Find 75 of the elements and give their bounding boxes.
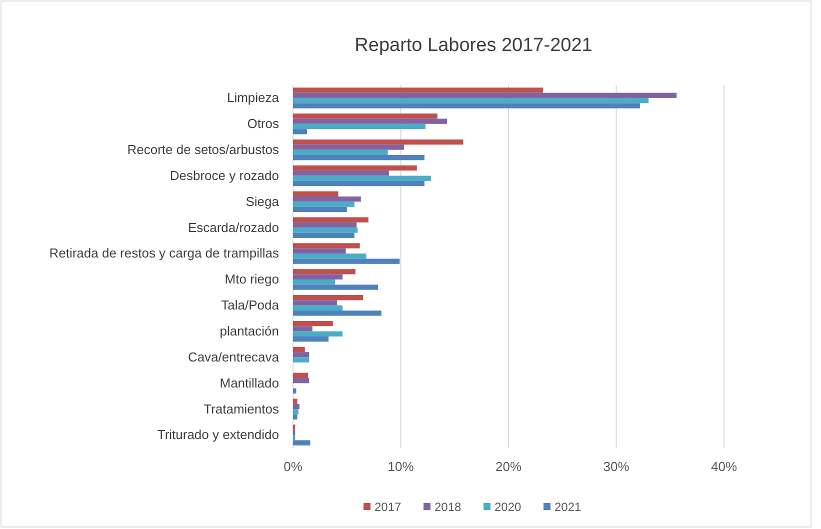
bar bbox=[293, 357, 310, 362]
bar bbox=[293, 295, 364, 300]
bar bbox=[293, 352, 310, 358]
bar bbox=[293, 284, 378, 290]
bar bbox=[293, 103, 640, 108]
bar bbox=[293, 388, 296, 394]
chart-title: Reparto Labores 2017-2021 bbox=[354, 35, 592, 56]
bar bbox=[293, 228, 358, 233]
y-tick-label: Limpieza bbox=[226, 90, 280, 106]
legend-label: 2018 bbox=[434, 500, 462, 514]
x-tick-label: 40% bbox=[710, 459, 738, 474]
bar bbox=[293, 129, 308, 134]
y-tick-label: Otros bbox=[247, 116, 280, 132]
bar bbox=[293, 258, 400, 264]
bar bbox=[293, 170, 389, 176]
y-tick-label: Mto riego bbox=[224, 272, 279, 287]
bar bbox=[293, 150, 388, 156]
bar bbox=[293, 139, 464, 145]
bar bbox=[293, 440, 310, 446]
bar bbox=[293, 409, 298, 414]
bar bbox=[293, 248, 346, 254]
bar bbox=[293, 404, 300, 410]
bar bbox=[293, 155, 424, 160]
bar bbox=[293, 300, 338, 306]
x-tick-label: 20% bbox=[495, 459, 522, 474]
legend-label: 2020 bbox=[494, 500, 522, 514]
bar bbox=[293, 144, 404, 150]
bar bbox=[293, 180, 424, 186]
bar bbox=[293, 206, 347, 212]
bar bbox=[293, 88, 543, 93]
bar bbox=[293, 92, 677, 98]
bar bbox=[293, 279, 336, 285]
bar bbox=[293, 320, 333, 326]
bar bbox=[293, 114, 438, 119]
bar bbox=[293, 274, 343, 280]
x-tick-label: 10% bbox=[388, 459, 414, 474]
bar bbox=[293, 310, 382, 316]
bar bbox=[293, 243, 360, 248]
y-tick-label: Escarda/rozado bbox=[188, 220, 279, 235]
bar bbox=[293, 378, 310, 384]
y-tick-label: plantación bbox=[220, 323, 279, 338]
bar bbox=[293, 165, 417, 171]
y-tick-label: Siega bbox=[246, 194, 280, 209]
bar bbox=[293, 202, 354, 207]
y-tick-label: Retirada de restos y carga de trampillas bbox=[49, 246, 280, 261]
bar bbox=[293, 372, 308, 378]
legend-label: 2021 bbox=[554, 500, 582, 514]
bar bbox=[293, 326, 312, 332]
y-tick-label: Desbroce y rozado bbox=[170, 168, 279, 183]
bar bbox=[293, 305, 343, 311]
bar bbox=[293, 196, 361, 202]
bar bbox=[293, 398, 298, 404]
bar bbox=[293, 269, 356, 274]
y-tick-label: Tala/Poda bbox=[221, 298, 280, 313]
legend-label: 2017 bbox=[374, 500, 402, 514]
y-tick-label: Cava/entrecava bbox=[188, 349, 280, 364]
y-tick-label: Triturado y extendido bbox=[157, 427, 279, 442]
bar bbox=[293, 222, 357, 228]
bar bbox=[293, 414, 298, 420]
x-tick-label: 30% bbox=[603, 459, 630, 474]
y-tick-label: Recorte de setos/arbustos bbox=[127, 142, 280, 157]
y-tick-label: Mantillado bbox=[220, 375, 279, 390]
bar bbox=[293, 98, 649, 104]
bar bbox=[293, 254, 366, 259]
bar bbox=[293, 191, 338, 196]
bar bbox=[293, 232, 354, 238]
bar bbox=[293, 336, 329, 342]
x-tick-label: 0% bbox=[284, 459, 303, 474]
bar bbox=[293, 124, 426, 130]
bar bbox=[293, 346, 305, 352]
bar bbox=[293, 118, 448, 124]
y-tick-label: Tratamientos bbox=[204, 401, 280, 416]
bar bbox=[293, 217, 368, 222]
bar bbox=[293, 176, 431, 181]
bar bbox=[293, 331, 343, 337]
